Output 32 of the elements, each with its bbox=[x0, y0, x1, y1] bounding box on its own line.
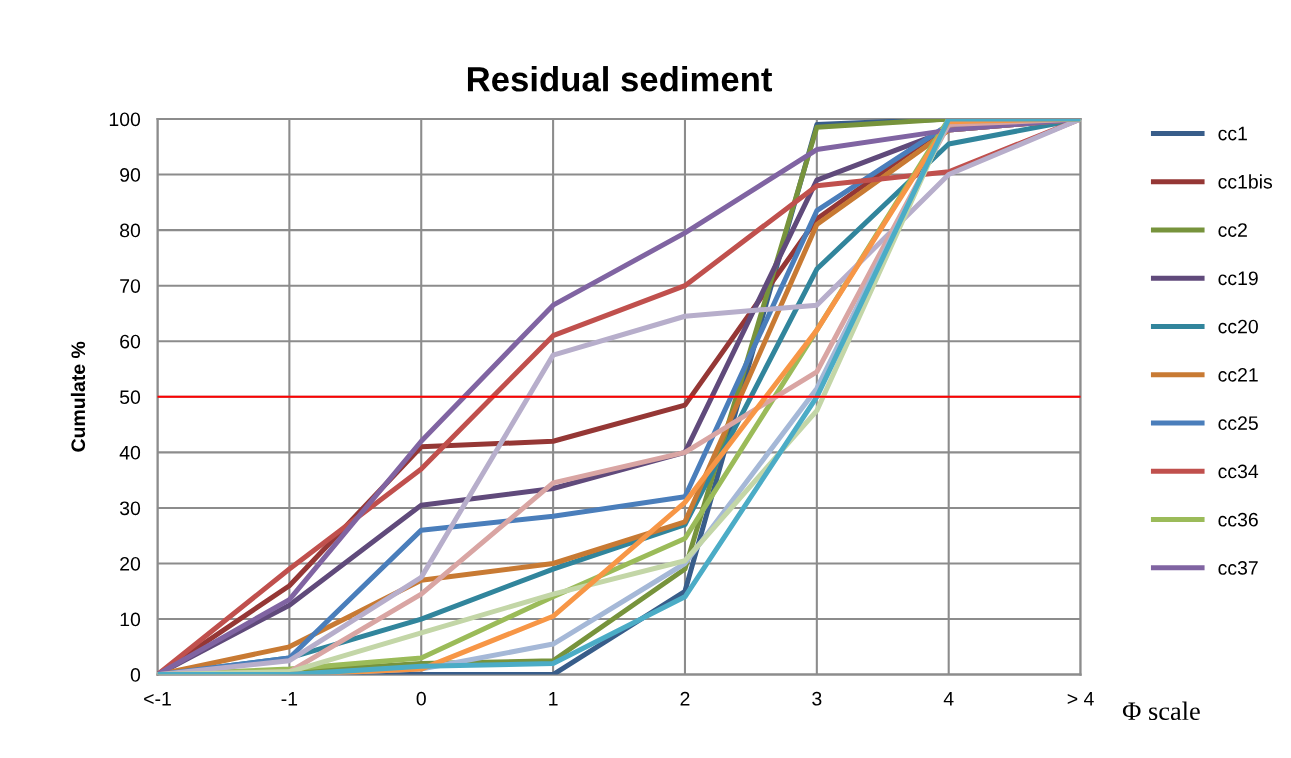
x-tick-label: 1 bbox=[549, 692, 558, 706]
x-tick-label: > 4 bbox=[1067, 692, 1094, 706]
x-tick-label: 4 bbox=[943, 692, 954, 706]
x-axis-title: Φ scale bbox=[1122, 701, 1200, 721]
legend-label: cc2 bbox=[1218, 223, 1247, 237]
x-tick-label: 2 bbox=[680, 691, 690, 706]
x-tick-label: -1 bbox=[281, 692, 298, 706]
y-tick-label: 10 bbox=[120, 612, 141, 627]
legend-label: cc34 bbox=[1218, 464, 1259, 479]
y-tick-label: 90 bbox=[120, 168, 141, 182]
x-tick-label: <-1 bbox=[144, 692, 171, 706]
legend-label: cc25 bbox=[1218, 416, 1258, 430]
y-tick-label: 80 bbox=[120, 223, 141, 238]
y-tick-label: 30 bbox=[119, 501, 141, 516]
y-tick-label: 20 bbox=[120, 556, 141, 571]
y-tick-label: 40 bbox=[119, 445, 141, 460]
legend-label: cc1 bbox=[1218, 126, 1247, 141]
y-tick-label: 70 bbox=[120, 279, 141, 293]
legend-label: cc19 bbox=[1218, 271, 1258, 286]
legend-label: cc20 bbox=[1218, 319, 1258, 334]
y-axis-title: Cumulate % bbox=[70, 341, 86, 452]
y-tick-label: 100 bbox=[109, 112, 141, 127]
y-tick-label: 60 bbox=[120, 334, 141, 349]
chart-title: Residual sediment bbox=[467, 66, 773, 92]
y-tick-label: 0 bbox=[130, 668, 141, 682]
x-tick-label: 3 bbox=[812, 691, 822, 706]
x-tick-label: 0 bbox=[416, 691, 426, 706]
legend-label: cc36 bbox=[1218, 512, 1258, 527]
legend-label: cc21 bbox=[1218, 367, 1258, 382]
legend-label: cc1bis bbox=[1218, 174, 1273, 189]
y-tick-label: 50 bbox=[119, 390, 141, 405]
legend-label: cc37 bbox=[1218, 561, 1258, 575]
